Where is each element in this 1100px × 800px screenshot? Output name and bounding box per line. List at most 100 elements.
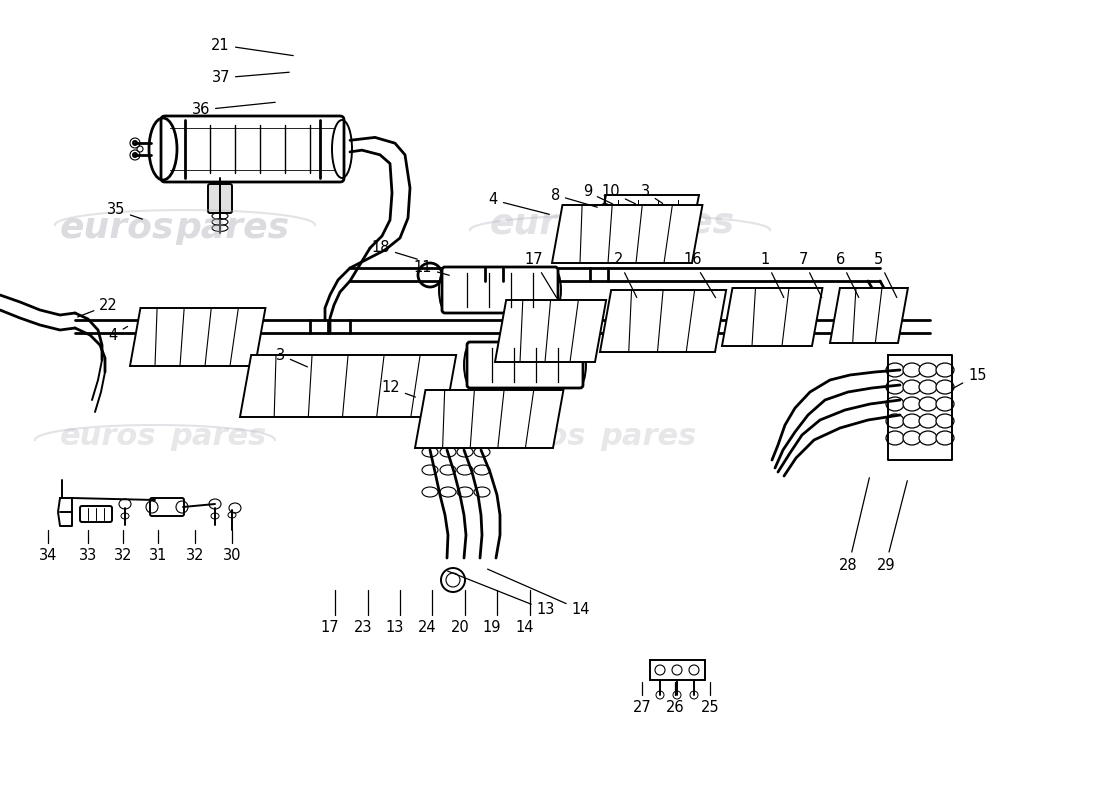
Ellipse shape (554, 255, 560, 261)
Text: 8: 8 (551, 187, 597, 207)
Text: 16: 16 (683, 253, 716, 298)
Text: 32: 32 (186, 548, 205, 563)
Ellipse shape (814, 290, 821, 296)
FancyBboxPatch shape (208, 184, 232, 213)
Text: 23: 23 (354, 620, 372, 635)
Ellipse shape (804, 338, 810, 344)
Text: 14: 14 (487, 569, 590, 618)
Text: 7: 7 (799, 253, 822, 298)
Text: 20: 20 (451, 620, 470, 635)
Ellipse shape (448, 357, 454, 363)
Polygon shape (598, 195, 698, 235)
Ellipse shape (564, 207, 571, 213)
Ellipse shape (428, 392, 433, 398)
Ellipse shape (903, 397, 921, 411)
Text: 29: 29 (877, 481, 908, 573)
Ellipse shape (684, 255, 690, 261)
Ellipse shape (257, 310, 263, 316)
Text: 17: 17 (525, 253, 557, 298)
Text: 18: 18 (372, 241, 417, 259)
Ellipse shape (142, 310, 148, 316)
Text: 4: 4 (109, 326, 128, 342)
Ellipse shape (417, 440, 424, 446)
Text: pares: pares (620, 206, 734, 240)
Polygon shape (830, 288, 908, 343)
Ellipse shape (474, 487, 490, 497)
Polygon shape (552, 205, 703, 263)
Ellipse shape (474, 465, 490, 475)
Text: 2: 2 (614, 253, 637, 298)
Text: 21: 21 (211, 38, 294, 55)
Ellipse shape (936, 414, 954, 428)
Text: 30: 30 (222, 548, 241, 563)
Text: 5: 5 (873, 253, 896, 298)
Ellipse shape (133, 141, 138, 145)
FancyBboxPatch shape (161, 116, 344, 182)
Text: 6: 6 (836, 253, 859, 298)
Text: 34: 34 (39, 548, 57, 563)
Polygon shape (130, 308, 265, 366)
Ellipse shape (422, 487, 438, 497)
Text: 35: 35 (107, 202, 142, 219)
Text: 3: 3 (641, 185, 662, 203)
Ellipse shape (936, 431, 954, 445)
Ellipse shape (456, 487, 473, 497)
Ellipse shape (508, 302, 514, 308)
Text: pares: pares (600, 422, 696, 451)
Ellipse shape (544, 268, 561, 312)
Ellipse shape (903, 380, 921, 394)
FancyBboxPatch shape (468, 342, 583, 388)
Text: 37: 37 (211, 70, 289, 86)
Ellipse shape (936, 380, 954, 394)
Ellipse shape (248, 358, 253, 364)
Ellipse shape (440, 447, 456, 457)
Ellipse shape (832, 335, 838, 341)
Ellipse shape (602, 344, 608, 350)
Ellipse shape (422, 465, 438, 475)
Text: 24: 24 (418, 620, 437, 635)
Ellipse shape (936, 397, 954, 411)
Text: pares: pares (170, 422, 266, 451)
Text: 26: 26 (666, 700, 684, 715)
Polygon shape (415, 390, 563, 448)
Ellipse shape (132, 358, 138, 364)
Text: 12: 12 (382, 381, 416, 397)
Text: 33: 33 (79, 548, 97, 563)
Ellipse shape (440, 487, 456, 497)
Ellipse shape (886, 431, 904, 445)
Text: 10: 10 (602, 185, 636, 204)
Text: 13: 13 (386, 620, 404, 635)
Text: 27: 27 (632, 700, 651, 715)
Ellipse shape (903, 431, 921, 445)
Polygon shape (600, 290, 726, 352)
Text: 25: 25 (701, 700, 719, 715)
Ellipse shape (439, 268, 455, 312)
Ellipse shape (918, 431, 937, 445)
Text: euros: euros (60, 211, 175, 245)
Ellipse shape (900, 290, 906, 296)
Ellipse shape (735, 290, 740, 296)
Text: 9: 9 (583, 185, 613, 204)
Ellipse shape (936, 363, 954, 377)
Text: 4: 4 (488, 193, 549, 214)
Ellipse shape (918, 380, 937, 394)
Ellipse shape (464, 343, 480, 387)
Text: 11: 11 (414, 261, 449, 275)
Text: 17: 17 (321, 620, 339, 635)
Ellipse shape (694, 207, 701, 213)
FancyBboxPatch shape (442, 267, 558, 313)
Ellipse shape (724, 338, 730, 344)
Text: 15: 15 (953, 367, 987, 389)
Text: euros: euros (490, 422, 586, 451)
Text: 22: 22 (78, 298, 118, 317)
Ellipse shape (903, 414, 921, 428)
Ellipse shape (918, 397, 937, 411)
Ellipse shape (886, 363, 904, 377)
Ellipse shape (598, 302, 604, 308)
Text: pares: pares (175, 211, 289, 245)
Text: 14: 14 (516, 620, 535, 635)
Polygon shape (495, 300, 606, 362)
Ellipse shape (918, 363, 937, 377)
Polygon shape (240, 355, 456, 417)
Ellipse shape (437, 409, 443, 415)
